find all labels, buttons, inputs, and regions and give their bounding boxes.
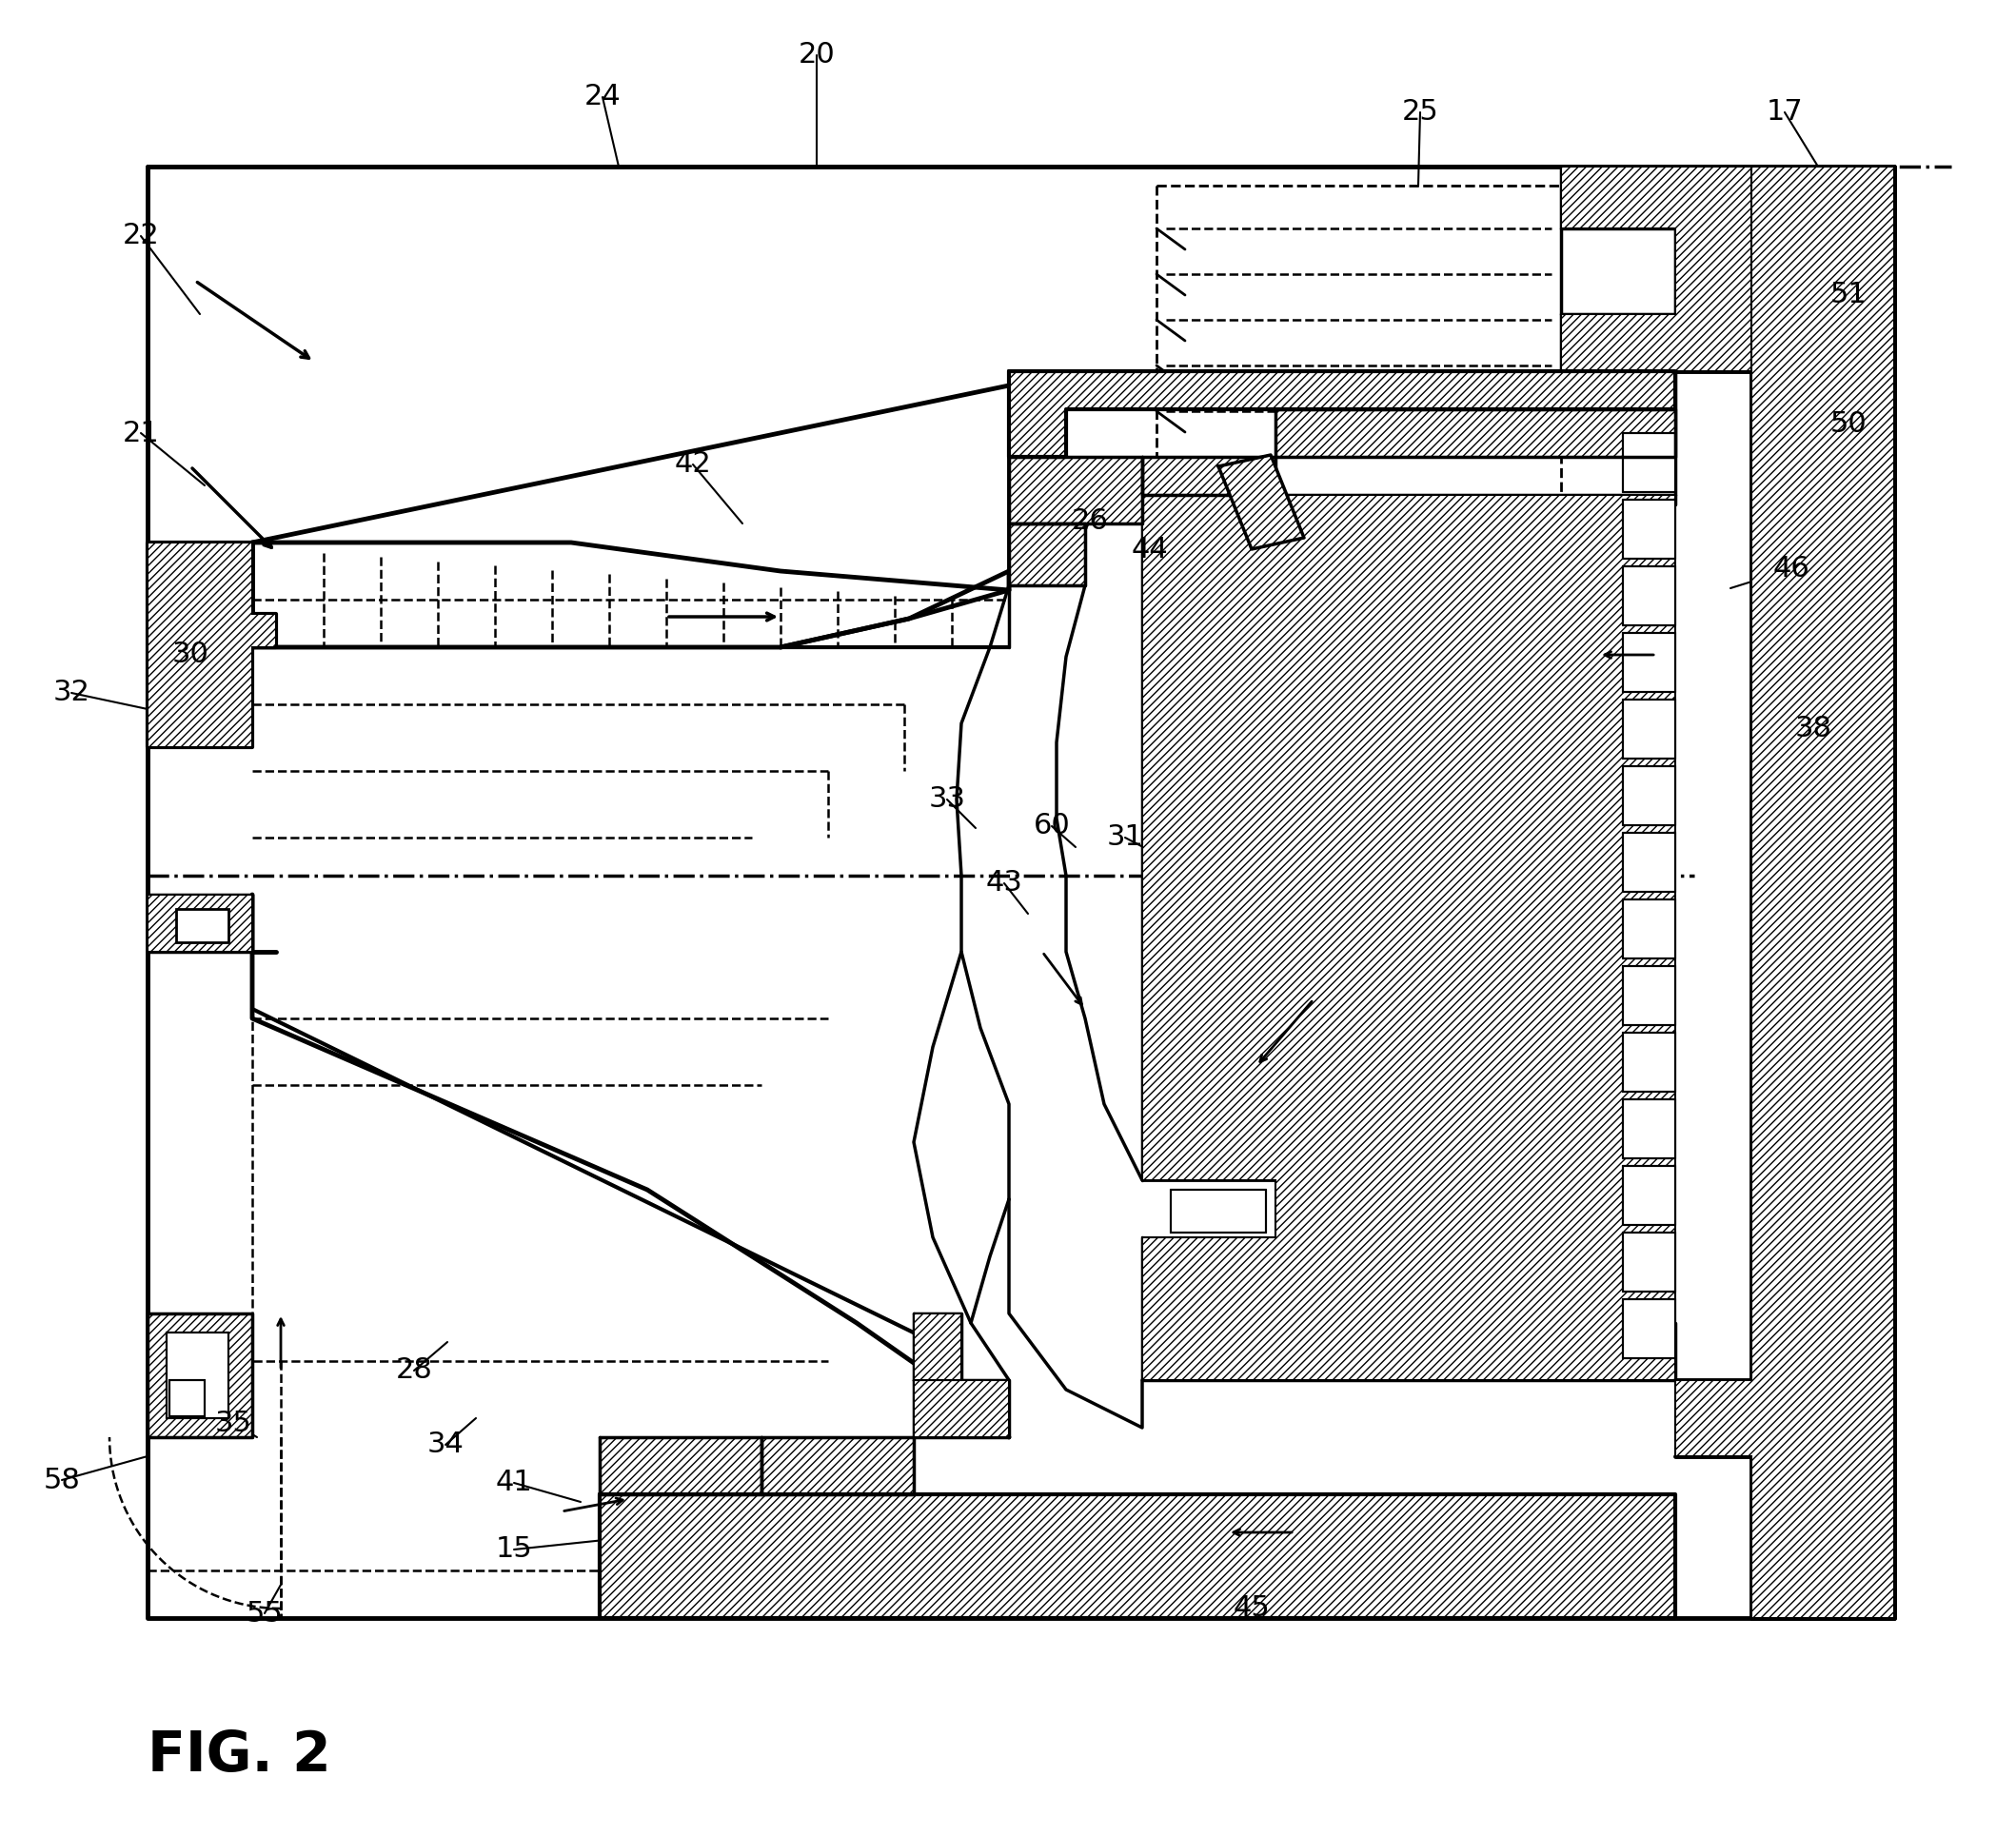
Polygon shape [1623, 766, 1675, 824]
Polygon shape [762, 1438, 913, 1495]
Text: 20: 20 [798, 42, 835, 70]
Polygon shape [147, 894, 252, 951]
Text: 32: 32 [52, 679, 91, 707]
Polygon shape [1623, 565, 1675, 626]
Text: 21: 21 [123, 419, 159, 446]
Text: 24: 24 [585, 83, 621, 110]
Text: 50: 50 [1831, 409, 1867, 437]
Text: 22: 22 [123, 222, 159, 250]
Text: 58: 58 [44, 1467, 81, 1495]
Polygon shape [1623, 1032, 1675, 1092]
Polygon shape [1143, 457, 1276, 496]
Polygon shape [147, 542, 276, 747]
Polygon shape [1623, 1166, 1675, 1225]
Text: 33: 33 [929, 786, 966, 813]
Text: 55: 55 [246, 1599, 282, 1627]
Polygon shape [167, 1333, 228, 1417]
Polygon shape [1623, 700, 1675, 758]
Polygon shape [1143, 496, 1675, 1381]
Polygon shape [1623, 834, 1675, 892]
Text: 60: 60 [1034, 812, 1070, 839]
Text: 45: 45 [1234, 1595, 1270, 1623]
Polygon shape [599, 1438, 762, 1495]
Polygon shape [1623, 900, 1675, 958]
Text: 30: 30 [171, 641, 210, 668]
Polygon shape [1623, 1300, 1675, 1359]
Text: 44: 44 [1131, 536, 1167, 564]
Polygon shape [1560, 167, 1752, 371]
Polygon shape [169, 1381, 206, 1416]
Polygon shape [1623, 633, 1675, 692]
Polygon shape [1008, 523, 1085, 586]
Polygon shape [913, 1381, 1008, 1438]
Polygon shape [1623, 1100, 1675, 1159]
Polygon shape [1008, 457, 1143, 523]
Polygon shape [1276, 409, 1675, 457]
Polygon shape [1675, 167, 1895, 1618]
Text: 26: 26 [1070, 509, 1109, 536]
Polygon shape [1171, 1190, 1266, 1232]
Text: 17: 17 [1766, 99, 1802, 127]
Polygon shape [599, 1495, 1675, 1618]
Polygon shape [1623, 1232, 1675, 1291]
Text: 31: 31 [1107, 824, 1143, 852]
Text: 35: 35 [214, 1408, 252, 1438]
Polygon shape [1623, 499, 1675, 558]
Polygon shape [147, 1313, 252, 1438]
Text: 25: 25 [1401, 99, 1439, 127]
Text: 15: 15 [496, 1535, 532, 1562]
Polygon shape [1218, 455, 1304, 549]
Text: 43: 43 [986, 870, 1022, 898]
Text: 34: 34 [427, 1430, 464, 1458]
Text: FIG. 2: FIG. 2 [147, 1730, 331, 1783]
Text: 41: 41 [496, 1469, 532, 1496]
Polygon shape [1623, 433, 1675, 492]
Text: 51: 51 [1831, 281, 1867, 308]
Polygon shape [175, 909, 228, 942]
Text: 38: 38 [1794, 714, 1833, 742]
Polygon shape [1008, 371, 1675, 457]
Text: 42: 42 [675, 450, 712, 477]
Polygon shape [1623, 966, 1675, 1024]
Text: 46: 46 [1772, 554, 1810, 584]
Polygon shape [913, 1313, 962, 1381]
Text: 28: 28 [395, 1357, 433, 1384]
